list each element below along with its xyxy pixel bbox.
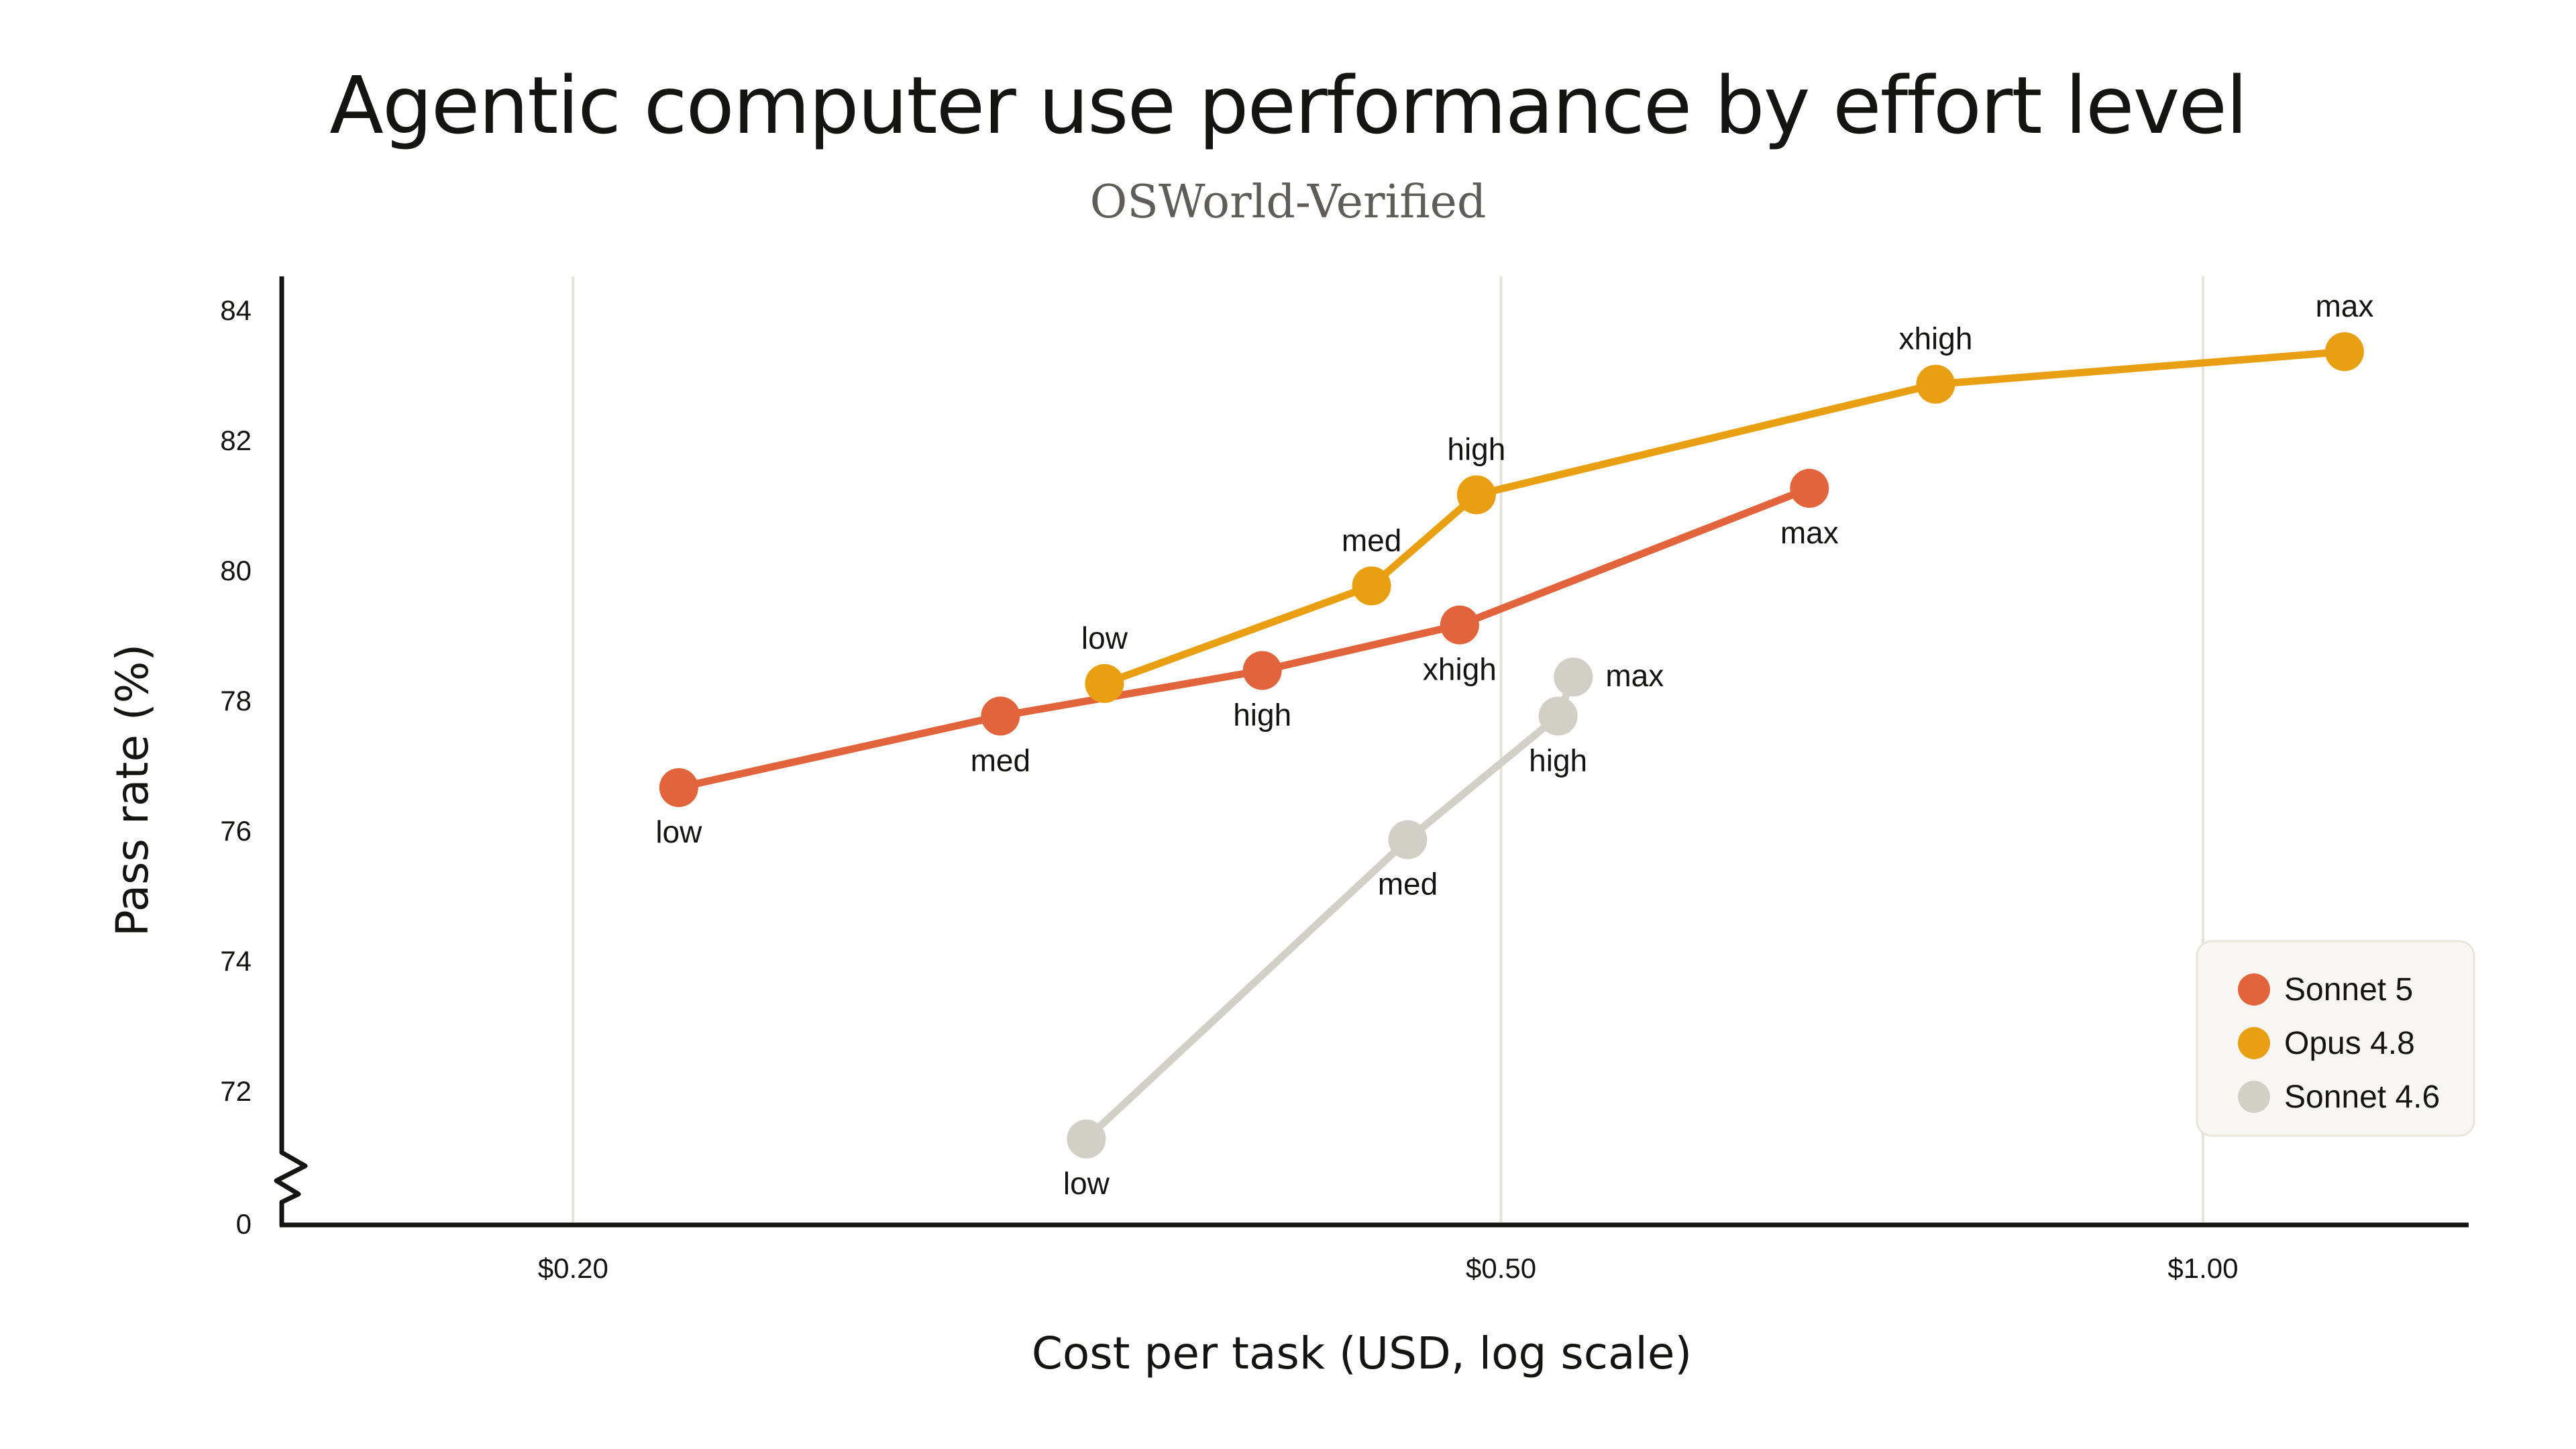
legend-swatch [2238,1027,2270,1059]
legend-swatch [2238,1081,2270,1113]
data-point[interactable] [1916,364,1955,404]
data-point[interactable] [2324,332,2364,372]
data-label: max [1605,658,1664,693]
data-point[interactable] [1538,696,1578,736]
data-point[interactable] [1067,1119,1106,1159]
x-axis-label: Cost per task (USD, log scale) [1032,1328,1692,1379]
data-point[interactable] [1790,468,1829,508]
y-tick-label: 80 [220,555,252,586]
y-tick-label: 76 [220,815,252,847]
x-tick-label: $1.00 [2167,1252,2238,1284]
data-label: med [1378,867,1438,902]
legend-label: Sonnet 5 [2284,972,2413,1008]
series-sonnet-5: low med high xhigh max [655,468,1839,849]
data-point[interactable] [1440,605,1479,645]
y-axis-break-label: 0 [236,1208,252,1240]
x-tick-label: $0.50 [1466,1252,1536,1284]
axes [274,276,2469,1228]
data-label: med [971,743,1030,777]
tick-labels: $0.20 $0.50 $1.00 72 74 76 78 80 82 84 [220,294,2238,1284]
data-point[interactable] [1388,820,1428,859]
grid-lines [572,276,2204,1222]
data-point[interactable] [1242,651,1282,690]
legend-swatch [2238,973,2270,1006]
data-label: high [1233,698,1291,733]
chart-subtitle: OSWorld-Verified [1089,176,1487,229]
data-label: low [1063,1166,1110,1201]
y-tick-label: 82 [220,425,252,456]
y-axis-line [274,276,308,1226]
data-label: max [1780,515,1839,550]
y-tick-label: 72 [220,1075,252,1107]
chart-title: Agentic computer use performance by effo… [329,59,2248,152]
data-label: high [1529,743,1587,777]
data-label: med [1342,523,1401,557]
series-opus-4-8: low med high xhigh max [1081,288,2373,703]
legend: Sonnet 5 Opus 4.8 Sonnet 4.6 [2196,940,2475,1137]
data-label: xhigh [1423,652,1497,687]
data-point[interactable] [1085,663,1124,703]
legend-label: Sonnet 4.6 [2284,1079,2440,1115]
legend-label: Opus 4.8 [2284,1026,2415,1061]
data-point[interactable] [1554,657,1593,697]
series-sonnet-4-6: low med high max [1063,657,1664,1201]
data-label: low [655,814,702,849]
data-label: high [1447,432,1505,467]
y-tick-label: 84 [220,294,252,326]
series-line [675,484,1813,792]
x-tick-label: $0.20 [538,1252,608,1284]
data-point[interactable] [1352,566,1391,606]
data-label: max [2315,288,2373,323]
data-label: xhigh [1898,321,1972,356]
data-point[interactable] [1456,475,1496,515]
series-group: low med high max low med high xhigh max low med hig… [655,288,2373,1201]
y-tick-label: 78 [220,685,252,716]
y-tick-label: 74 [220,945,252,977]
data-label: low [1081,621,1128,655]
y-axis-label: Pass rate (%) [107,644,158,936]
series-line [1082,673,1577,1143]
data-point[interactable] [659,768,698,808]
data-point[interactable] [981,696,1020,736]
